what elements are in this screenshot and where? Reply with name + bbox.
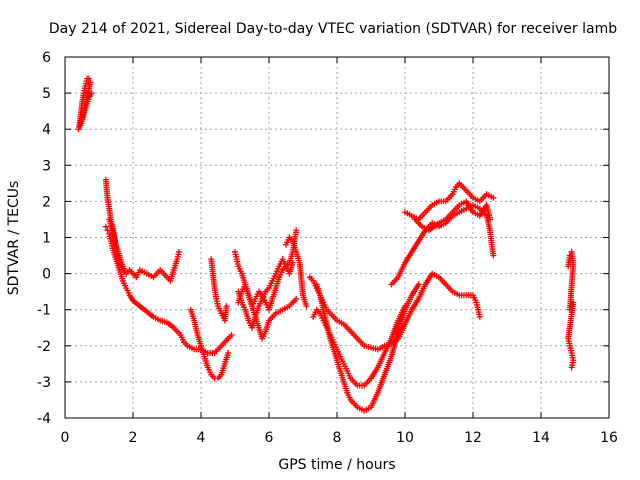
y-tick-label: 1 [42, 231, 51, 247]
chart-title: Day 214 of 2021, Sidereal Day-to-day VTE… [49, 21, 617, 37]
data-point [85, 75, 92, 82]
y-tick-label: -3 [37, 375, 51, 391]
data-point [123, 270, 130, 277]
data-point [175, 248, 182, 255]
data-point [293, 227, 300, 234]
x-tick-label: 12 [464, 430, 482, 446]
series-0 [75, 75, 95, 133]
y-tick-label: -4 [37, 411, 51, 427]
series-10 [306, 270, 483, 353]
x-tick-label: 14 [532, 430, 550, 446]
x-tick-label: 0 [61, 430, 70, 446]
data-point [225, 350, 232, 357]
data-point [303, 303, 310, 310]
y-tick-label: 4 [42, 122, 51, 138]
series-12 [313, 281, 422, 414]
y-axis-label: SDTVAR / TECUs [6, 181, 22, 296]
y-tick-label: -1 [37, 303, 51, 319]
data-point [476, 313, 483, 320]
x-tick-label: 6 [265, 430, 274, 446]
data-point [487, 216, 493, 223]
x-tick-label: 4 [197, 430, 206, 446]
y-tick-label: 3 [42, 158, 51, 174]
series-13 [388, 202, 497, 288]
y-tick-label: 5 [42, 86, 51, 102]
data-point [293, 295, 300, 302]
data-point [490, 252, 497, 259]
series-3 [106, 216, 130, 277]
x-tick-label: 2 [129, 430, 138, 446]
data-point [102, 223, 109, 230]
data-point [415, 281, 422, 288]
x-axis-label: GPS time / hours [278, 457, 395, 473]
series-9 [283, 234, 310, 310]
x-tick-label: 8 [333, 430, 342, 446]
series-16 [565, 248, 577, 371]
data-point [490, 194, 497, 201]
y-tick-label: -2 [37, 339, 51, 355]
data-marks [75, 75, 577, 414]
x-tick-label: 16 [600, 430, 618, 446]
series-15 [412, 198, 493, 234]
grid [65, 57, 609, 418]
y-tick-label: 2 [42, 194, 51, 210]
data-point [289, 259, 296, 266]
series-2 [102, 223, 235, 357]
data-point [228, 331, 235, 338]
data-point [104, 227, 111, 234]
series-8 [235, 259, 296, 313]
data-point [88, 90, 95, 97]
series-4 [187, 306, 232, 382]
y-tick-label: 0 [42, 267, 51, 283]
x-tick-label: 10 [396, 430, 414, 446]
series-5 [208, 256, 230, 324]
y-tick-label: 6 [42, 50, 51, 66]
data-point [223, 303, 230, 310]
data-point [568, 364, 575, 371]
